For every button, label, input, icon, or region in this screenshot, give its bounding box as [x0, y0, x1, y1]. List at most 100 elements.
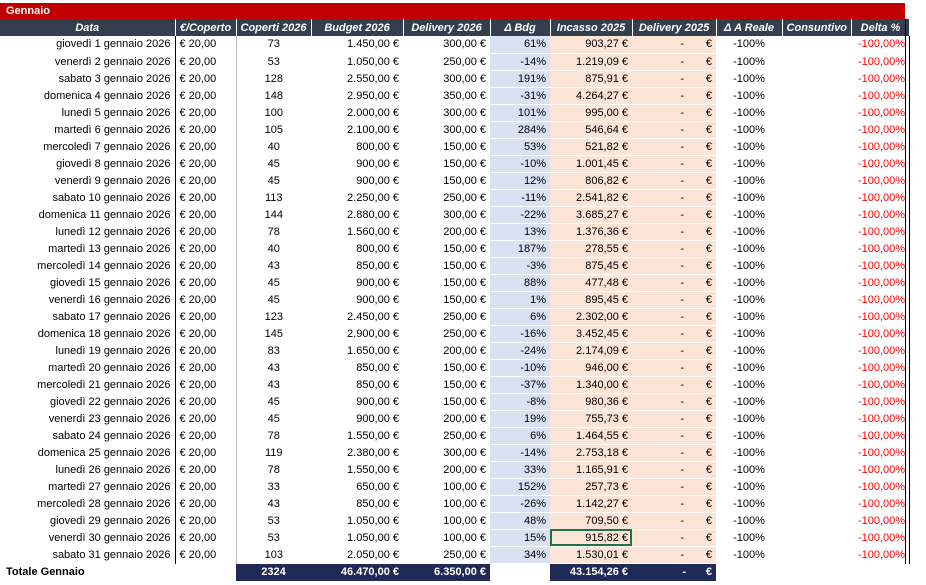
cell-delta-reale[interactable]: -100% — [733, 293, 765, 306]
cell-delta-percent[interactable]: -100,00% — [851, 529, 911, 546]
cell-delivery-2026[interactable]: 200,00 € — [443, 225, 487, 238]
cell-euro-coperto[interactable]: € 20,00 — [175, 529, 237, 546]
cell-delivery-2025[interactable]: - € — [632, 444, 717, 461]
cell-delta-bdg[interactable]: 19% — [490, 410, 551, 427]
cell-delivery-2025[interactable]: - € — [632, 393, 717, 410]
cell-delivery-2025[interactable]: - € — [632, 325, 717, 342]
cell-incasso-2025[interactable]: 875,91 € — [550, 70, 633, 87]
cell-coperti[interactable]: 78 — [267, 429, 280, 442]
cell-euro-coperto[interactable]: € 20,00 — [175, 461, 237, 478]
cell-delta-percent[interactable]: -100,00% — [851, 359, 911, 376]
cell-delta-reale[interactable]: -100% — [733, 89, 765, 102]
cell-delivery-2026[interactable]: 300,00 € — [443, 123, 487, 136]
cell-consuntivo[interactable] — [782, 70, 852, 87]
cell-delivery-2025[interactable]: - € — [632, 121, 717, 138]
cell-consuntivo[interactable] — [782, 104, 852, 121]
cell-data[interactable]: venerdì 2 gennaio 2026 — [0, 53, 176, 70]
cell-coperti[interactable]: 43 — [267, 378, 280, 391]
cell-consuntivo[interactable] — [782, 478, 852, 495]
cell-euro-coperto[interactable]: € 20,00 — [175, 410, 237, 427]
cell-euro-coperto[interactable]: € 20,00 — [175, 172, 237, 189]
cell-delta-bdg[interactable]: -14% — [490, 53, 551, 70]
cell-euro-coperto[interactable]: € 20,00 — [175, 512, 237, 529]
cell-euro-coperto[interactable]: € 20,00 — [175, 257, 237, 274]
cell-euro-coperto[interactable]: € 20,00 — [175, 189, 237, 206]
cell-coperti[interactable]: 123 — [264, 310, 283, 323]
cell-incasso-2025[interactable]: 3.685,27 € — [550, 206, 633, 223]
cell-budget[interactable]: 900,00 € — [356, 412, 400, 425]
cell-data[interactable]: sabato 31 gennaio 2026 — [0, 546, 176, 563]
cell-incasso-2025[interactable]: 755,73 € — [550, 410, 633, 427]
cell-data[interactable]: lunedì 5 gennaio 2026 — [0, 104, 176, 121]
cell-delta-percent[interactable]: -100,00% — [851, 342, 911, 359]
cell-coperti[interactable]: 73 — [267, 38, 280, 51]
header-delta-bdg[interactable]: Δ Bdg — [490, 19, 551, 36]
cell-data[interactable]: sabato 3 gennaio 2026 — [0, 70, 176, 87]
cell-delta-bdg[interactable]: 187% — [490, 240, 551, 257]
cell-budget[interactable]: 900,00 € — [356, 157, 400, 170]
totals-budget[interactable]: 46.470,00 € — [311, 563, 404, 581]
cell-euro-coperto[interactable]: € 20,00 — [175, 87, 237, 104]
cell-incasso-2025[interactable]: 1.165,91 € — [550, 461, 633, 478]
cell-consuntivo[interactable] — [782, 291, 852, 308]
cell-delta-bdg[interactable]: -10% — [490, 155, 551, 172]
cell-delta-reale[interactable]: -100% — [733, 276, 765, 289]
cell-delta-bdg[interactable]: 12% — [490, 172, 551, 189]
totals-empty-cell[interactable] — [716, 563, 782, 581]
cell-incasso-2025[interactable]: 1.464,55 € — [550, 427, 633, 444]
cell-delivery-2025[interactable]: - € — [632, 478, 717, 495]
cell-budget[interactable]: 1.450,00 € — [347, 38, 400, 51]
cell-delivery-2025[interactable]: - € — [632, 546, 717, 563]
cell-delivery-2025[interactable]: - € — [632, 427, 717, 444]
cell-delta-reale[interactable]: -100% — [733, 446, 765, 459]
cell-coperti[interactable]: 40 — [267, 242, 280, 255]
cell-delivery-2025[interactable]: - € — [632, 461, 717, 478]
cell-coperti[interactable]: 83 — [267, 344, 280, 357]
cell-delivery-2026[interactable]: 150,00 € — [443, 174, 487, 187]
cell-delta-reale[interactable]: -100% — [733, 497, 765, 510]
cell-delivery-2025[interactable]: - € — [632, 70, 717, 87]
cell-budget[interactable]: 850,00 € — [356, 259, 400, 272]
cell-delta-reale[interactable]: -100% — [733, 395, 765, 408]
header-data[interactable]: Data — [0, 19, 176, 36]
cell-consuntivo[interactable] — [782, 342, 852, 359]
cell-consuntivo[interactable] — [782, 376, 852, 393]
cell-delta-percent[interactable]: -100,00% — [851, 240, 911, 257]
cell-delta-percent[interactable]: -100,00% — [851, 410, 911, 427]
cell-delivery-2025[interactable]: - € — [632, 342, 717, 359]
cell-delta-reale[interactable]: -100% — [733, 463, 765, 476]
cell-delivery-2025[interactable]: - € — [632, 257, 717, 274]
cell-budget[interactable]: 900,00 € — [356, 395, 400, 408]
cell-delivery-2025[interactable]: - € — [632, 512, 717, 529]
cell-incasso-2025[interactable]: 1.142,27 € — [550, 495, 633, 512]
cell-delta-percent[interactable]: -100,00% — [851, 87, 911, 104]
cell-delivery-2026[interactable]: 250,00 € — [443, 327, 487, 340]
cell-coperti[interactable]: 40 — [267, 140, 280, 153]
cell-delta-percent[interactable]: -100,00% — [851, 121, 911, 138]
totals-empty-cell[interactable] — [852, 563, 910, 581]
cell-consuntivo[interactable] — [782, 189, 852, 206]
cell-budget[interactable]: 2.880,00 € — [347, 208, 400, 221]
cell-delta-reale[interactable]: -100% — [733, 361, 765, 374]
cell-consuntivo[interactable] — [782, 240, 852, 257]
cell-delivery-2026[interactable]: 250,00 € — [443, 191, 487, 204]
cell-delta-bdg[interactable]: 34% — [490, 546, 551, 563]
totals-delivery[interactable]: 6.350,00 € — [403, 563, 491, 581]
cell-delta-bdg[interactable]: 88% — [490, 274, 551, 291]
header-delivery-2026[interactable]: Delivery 2026 — [403, 19, 491, 36]
cell-delivery-2026[interactable]: 300,00 € — [443, 446, 487, 459]
cell-consuntivo[interactable] — [782, 529, 852, 546]
cell-delta-percent[interactable]: -100,00% — [851, 172, 911, 189]
cell-euro-coperto[interactable]: € 20,00 — [175, 240, 237, 257]
cell-delivery-2025[interactable]: - € — [632, 240, 717, 257]
cell-data[interactable]: venerdì 16 gennaio 2026 — [0, 291, 176, 308]
cell-budget[interactable]: 900,00 € — [356, 276, 400, 289]
cell-consuntivo[interactable] — [782, 274, 852, 291]
cell-data[interactable]: venerdì 30 gennaio 2026 — [0, 529, 176, 546]
cell-euro-coperto[interactable]: € 20,00 — [175, 206, 237, 223]
cell-delta-percent[interactable]: -100,00% — [851, 257, 911, 274]
header-delivery-2025[interactable]: Delivery 2025 — [632, 19, 717, 36]
cell-delivery-2026[interactable]: 200,00 € — [443, 344, 487, 357]
cell-delta-bdg[interactable]: 6% — [490, 427, 551, 444]
cell-delivery-2026[interactable]: 150,00 € — [443, 242, 487, 255]
